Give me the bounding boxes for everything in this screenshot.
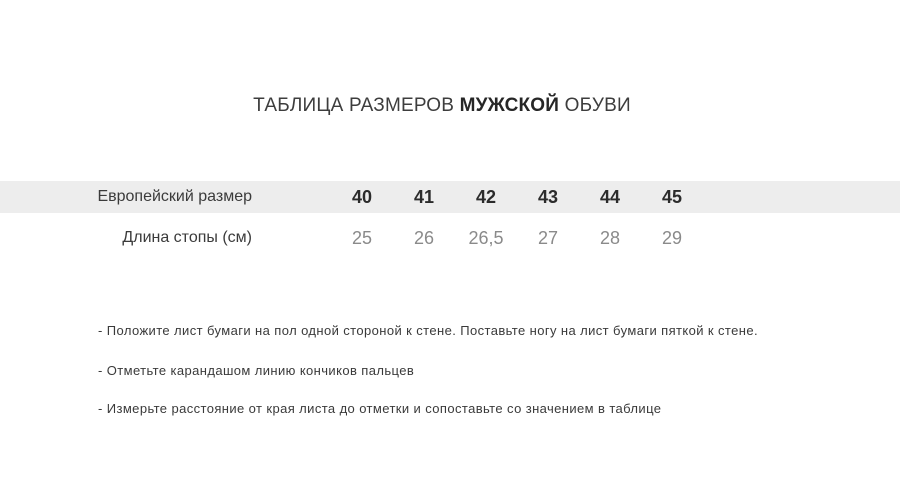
page-title: ТАБЛИЦА РАЗМЕРОВ МУЖСКОЙ ОБУВИ <box>0 94 884 116</box>
table-row-european-size: Европейский размер 40 41 42 43 44 45 <box>0 181 900 213</box>
row-label-european-size: Европейский размер <box>97 188 252 205</box>
length-value: 29 <box>661 227 683 248</box>
size-table: Европейский размер 40 41 42 43 44 45 Дли… <box>0 181 900 263</box>
length-value: 26,5 <box>468 227 504 248</box>
length-value: 27 <box>537 227 559 248</box>
size-value: 40 <box>351 186 373 207</box>
size-value: 43 <box>537 186 559 207</box>
length-value: 26 <box>413 227 435 248</box>
page-title-highlight: МУЖСКОЙ <box>459 94 560 116</box>
size-value: 41 <box>413 186 435 207</box>
length-value: 28 <box>599 227 621 248</box>
page-title-prefix: ТАБЛИЦА РАЗМЕРОВ <box>253 94 460 116</box>
length-value: 25 <box>351 227 373 248</box>
row-label-foot-length: Длина стопы (см) <box>122 229 252 246</box>
size-value: 45 <box>661 186 683 207</box>
page-title-suffix: ОБУВИ <box>559 94 631 116</box>
instruction-mark-toes: - Отметьте карандашом линию кончиков пал… <box>98 363 415 378</box>
table-row-foot-length: Длина стопы (см) 25 26 26,5 27 28 29 <box>0 213 900 263</box>
size-value: 44 <box>599 186 621 207</box>
instruction-place-paper: - Положите лист бумаги на пол одной стор… <box>98 323 758 338</box>
instruction-measure-distance: - Измерьте расстояние от края листа до о… <box>98 401 662 416</box>
size-value: 42 <box>475 186 497 207</box>
